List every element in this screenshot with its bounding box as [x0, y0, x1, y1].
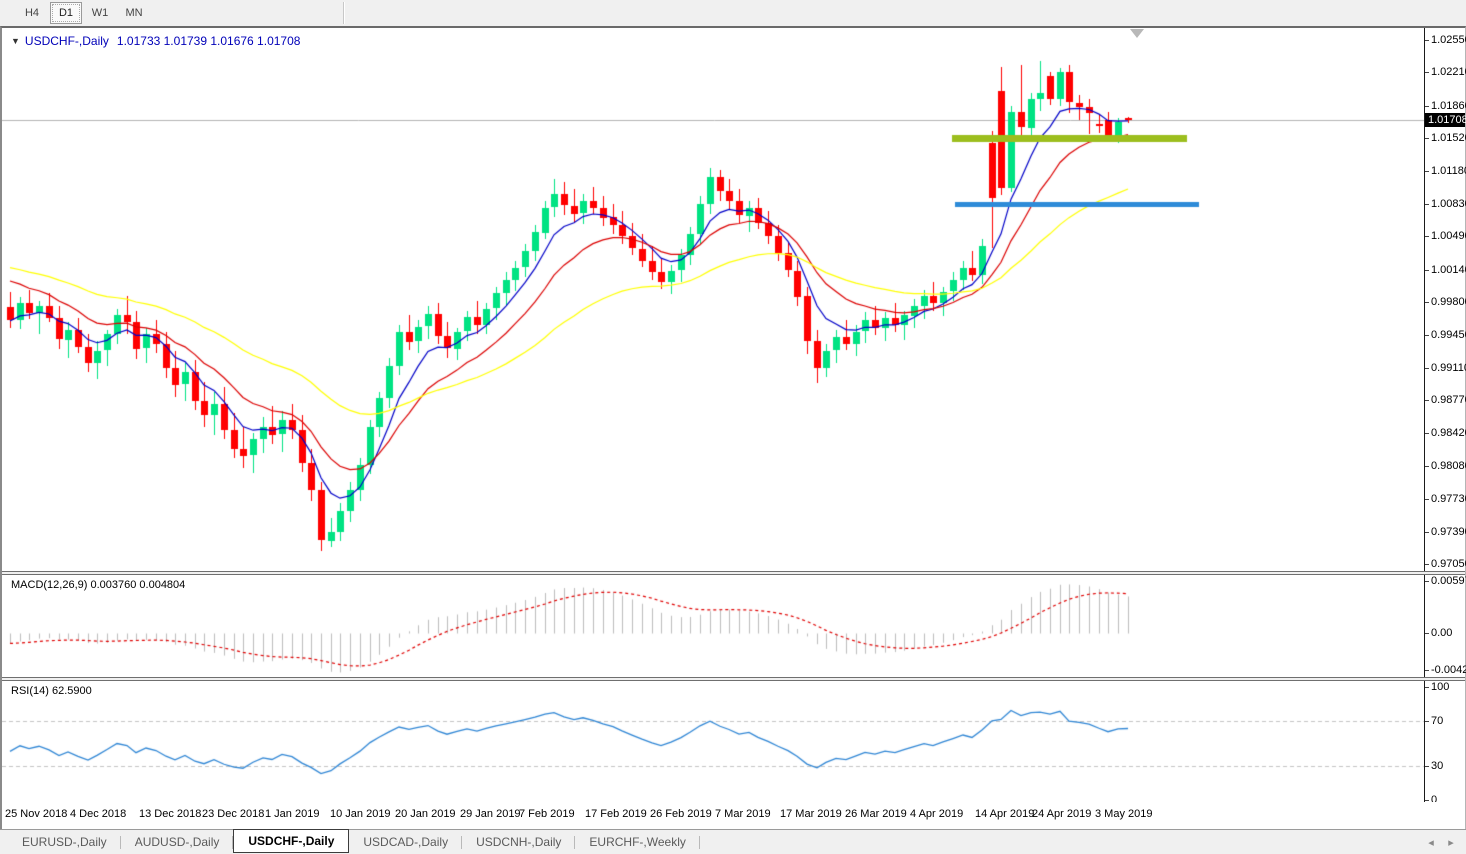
date-label: 4 Dec 2018	[70, 808, 127, 820]
rsi-axis-label: 0	[1425, 794, 1465, 806]
date-label: 29 Jan 2019	[460, 808, 521, 820]
price-axis-label: 1.00830	[1425, 198, 1466, 210]
price-axis-column[interactable]: 1.01708 1.02550 1.02210 1.01860 1.01520 1.01…	[1424, 28, 1466, 806]
date-label: 24 Apr 2019	[1032, 808, 1092, 820]
chart-title: ▼ USDCHF-,Daily 1.01733 1.01739 1.01676 …	[11, 34, 300, 48]
price-chart-canvas[interactable]	[2, 28, 1427, 571]
tab-eurusd[interactable]: EURUSD-,Daily	[8, 832, 121, 853]
tab-usdcnh[interactable]: USDCNH-,Daily	[462, 832, 576, 853]
tab-audusd[interactable]: AUDUSD-,Daily	[121, 832, 234, 853]
timeframe-toolbar: H4 D1 W1 MN	[0, 0, 1466, 26]
date-label: 14 Apr 2019	[975, 808, 1035, 820]
date-label: 26 Feb 2019	[650, 808, 712, 820]
timeframe-button-w1[interactable]: W1	[91, 7, 109, 19]
current-price-tag: 1.01708	[1425, 113, 1466, 127]
tab-usdcad[interactable]: USDCAD-,Daily	[349, 832, 462, 853]
timeframe-button-mn[interactable]: MN	[125, 7, 143, 19]
tab-usdchf[interactable]: USDCHF-,Daily	[233, 829, 350, 853]
date-label: 23 Dec 2018	[202, 808, 265, 820]
macd-axis-label: -0.004243	[1425, 664, 1466, 676]
date-label: 10 Jan 2019	[330, 808, 391, 820]
timeframe-button-d1[interactable]: D1	[50, 2, 82, 24]
price-axis-label: 1.01520	[1425, 132, 1466, 144]
chart-window: ▼ USDCHF-,Daily 1.01733 1.01739 1.01676 …	[0, 26, 1466, 829]
price-axis-label: 1.02210	[1425, 66, 1466, 78]
date-label: 1 Jan 2019	[265, 808, 320, 820]
macd-indicator-label: MACD(12,26,9) 0.003760 0.004804	[11, 579, 186, 591]
symbol-tab-bar: EURUSD-,Daily AUDUSD-,Daily USDCHF-,Daily U…	[0, 829, 1466, 854]
rsi-axis-label: 30	[1425, 760, 1465, 772]
chart-symbol-label: USDCHF-,Daily	[24, 34, 109, 48]
price-axis-label: 1.00490	[1425, 230, 1466, 242]
rsi-axis-label: 70	[1425, 715, 1465, 727]
mouse-cursor-icon	[1130, 29, 1144, 38]
rsi-indicator-canvas[interactable]	[2, 681, 1427, 803]
timeframe-button-h4[interactable]: H4	[24, 7, 40, 19]
symbol-dropdown-icon[interactable]: ▼	[11, 36, 20, 46]
price-axis-label: 1.01860	[1425, 100, 1466, 112]
macd-indicator-canvas[interactable]	[2, 575, 1427, 677]
macd-axis-label: 0.00	[1425, 627, 1465, 639]
date-label: 17 Mar 2019	[780, 808, 842, 820]
pane-separator-rsi[interactable]	[2, 677, 1465, 681]
date-label: 20 Jan 2019	[395, 808, 456, 820]
tab-scroll-right-icon[interactable]: ▸	[1448, 836, 1454, 849]
toolbar-separator	[343, 2, 345, 24]
date-label: 26 Mar 2019	[845, 808, 907, 820]
rsi-axis-label: 100	[1425, 681, 1465, 693]
date-label: 13 Dec 2018	[139, 808, 202, 820]
chart-ohlc-values: 1.01733 1.01739 1.01676 1.01708	[116, 34, 301, 48]
date-label: 3 May 2019	[1095, 808, 1153, 820]
tab-scroll-left-icon[interactable]: ◂	[1428, 836, 1434, 849]
date-axis[interactable]: 25 Nov 2018 4 Dec 2018 13 Dec 2018 23 Dec 2…	[2, 802, 1465, 829]
price-axis-label: 1.02550	[1425, 34, 1466, 46]
macd-axis-label: 0.00597	[1425, 575, 1466, 587]
date-label: 7 Feb 2019	[519, 808, 575, 820]
date-label: 25 Nov 2018	[5, 808, 68, 820]
date-label: 7 Mar 2019	[715, 808, 771, 820]
tab-eurchf[interactable]: EURCHF-,Weekly	[575, 832, 701, 853]
date-label: 17 Feb 2019	[585, 808, 647, 820]
price-axis-label: 1.01180	[1425, 165, 1466, 177]
date-label: 4 Apr 2019	[910, 808, 964, 820]
pane-separator-macd[interactable]	[2, 571, 1465, 575]
rsi-indicator-label: RSI(14) 62.5900	[11, 685, 92, 697]
